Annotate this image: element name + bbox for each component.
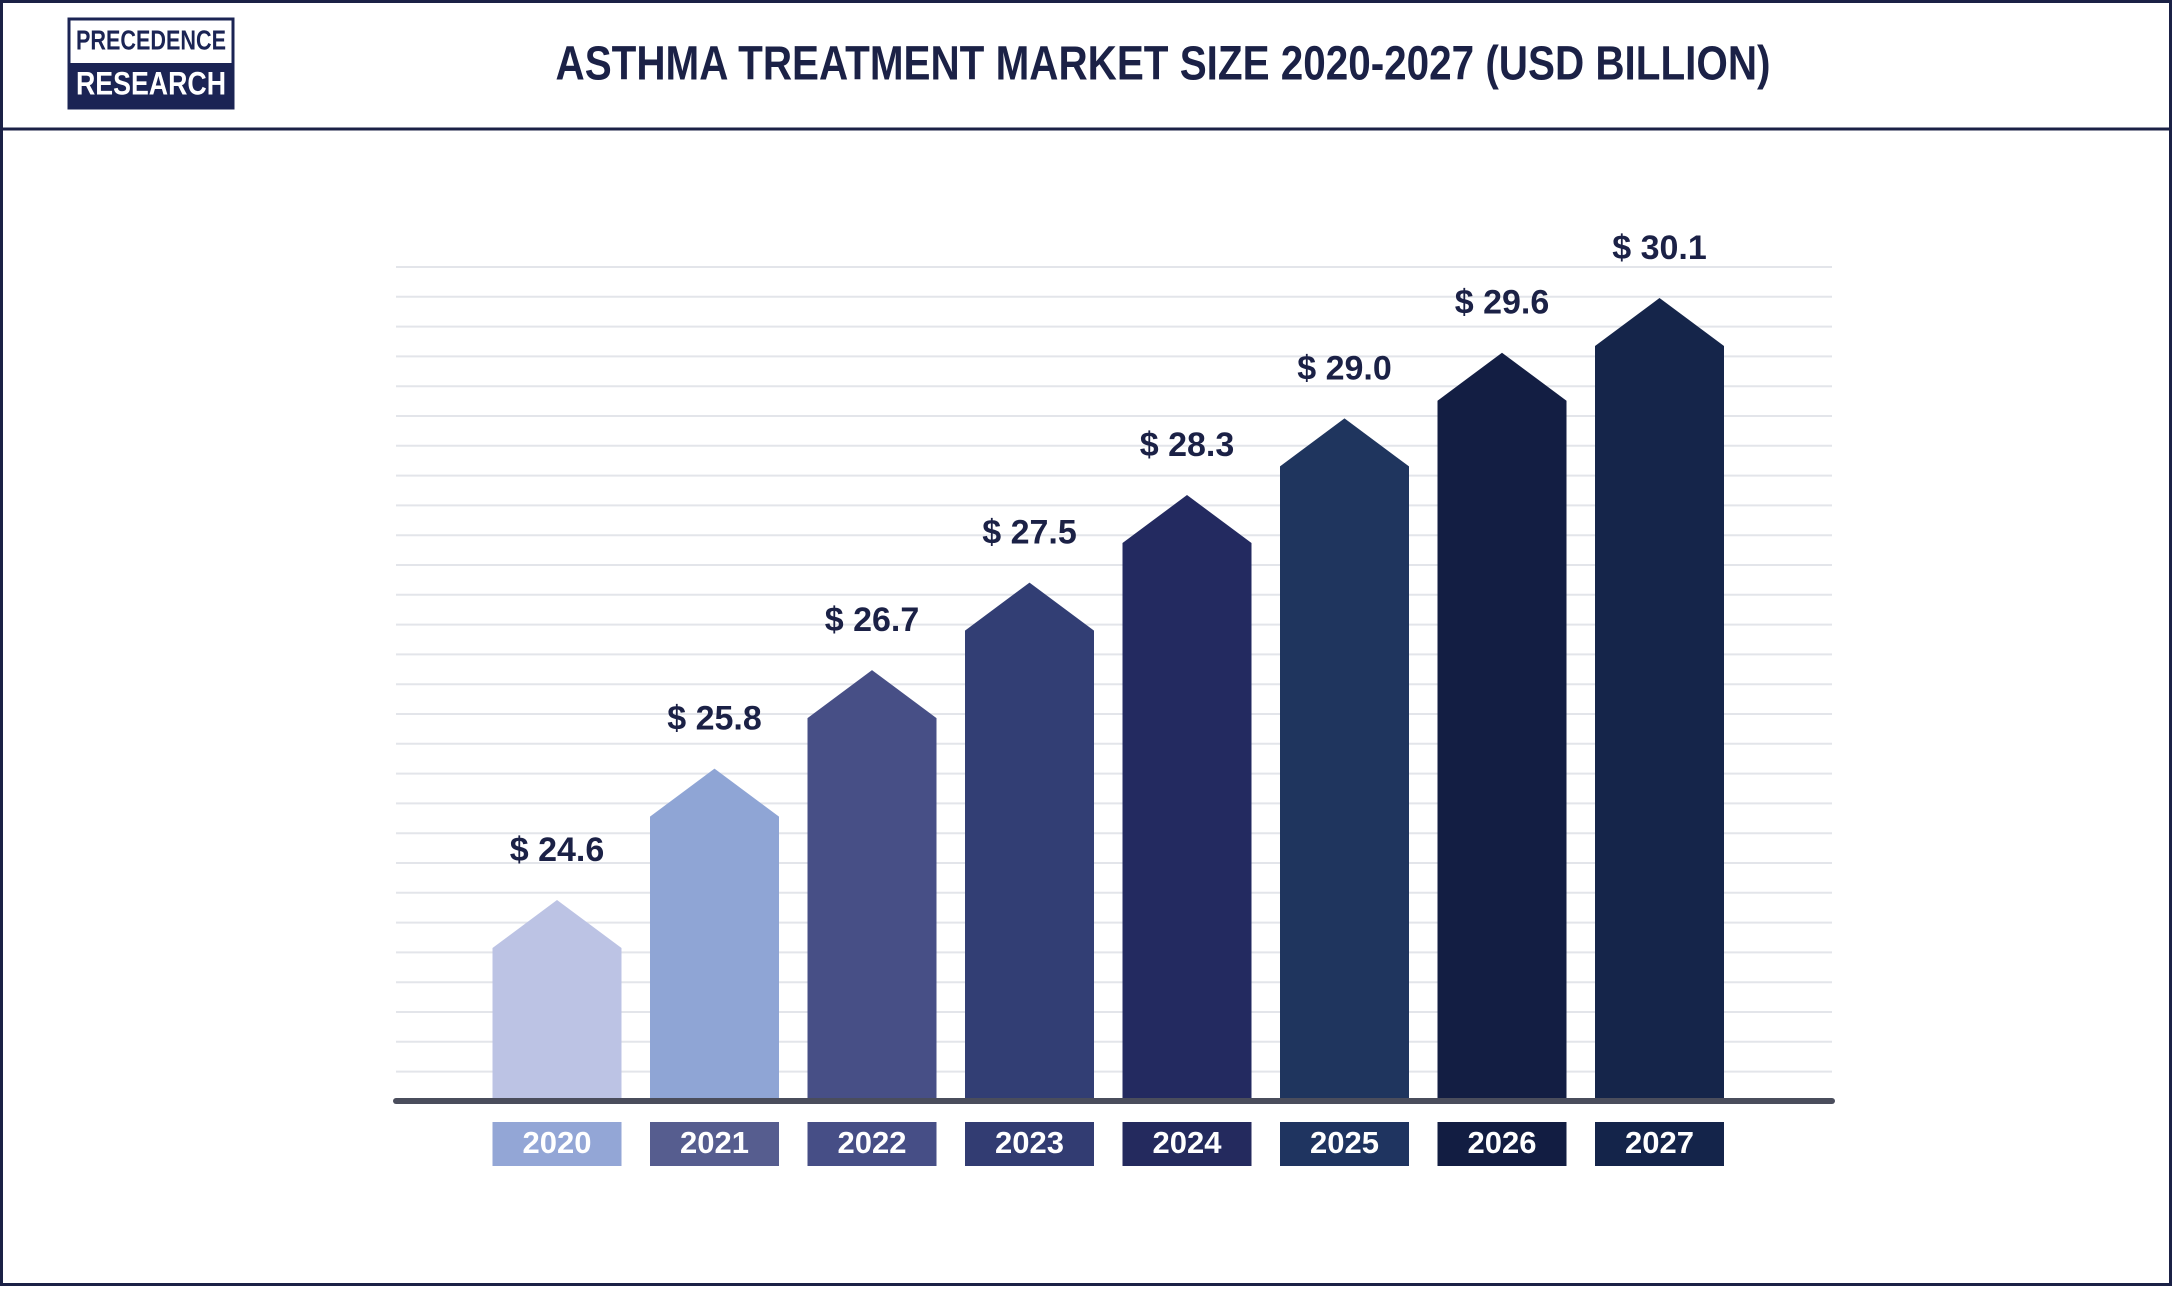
x-tick-label: 2021	[680, 1125, 749, 1160]
bar	[1280, 418, 1409, 1101]
bar	[1122, 495, 1252, 1101]
category-box	[650, 1122, 779, 1166]
logo: PRECEDENCE RESEARCH	[67, 17, 235, 110]
logo-text: PRECEDENCE	[76, 24, 226, 55]
value-label: $ 28.3	[1140, 426, 1235, 464]
bar	[1437, 352, 1567, 1101]
value-label: $ 26.7	[825, 601, 920, 639]
value-label: $ 27.5	[982, 514, 1077, 552]
x-tick-label: 2020	[523, 1125, 592, 1160]
category-box	[1122, 1122, 1252, 1166]
x-tick-label: 2024	[1153, 1125, 1223, 1160]
x-tick-label: 2027	[1625, 1125, 1694, 1160]
x-tick-label: 2025	[1310, 1125, 1379, 1160]
bar	[492, 900, 622, 1101]
category-box	[492, 1122, 622, 1166]
category-box	[1595, 1122, 1724, 1166]
value-label: $ 25.8	[667, 700, 762, 738]
category-box	[807, 1122, 937, 1166]
bar	[807, 670, 937, 1101]
bar	[650, 768, 779, 1101]
category-box	[965, 1122, 1094, 1166]
value-label: $ 29.6	[1455, 284, 1550, 322]
category-box	[1280, 1122, 1409, 1166]
bar	[965, 582, 1094, 1101]
category-box	[1437, 1122, 1567, 1166]
x-tick-label: 2023	[995, 1125, 1064, 1160]
chart-title: ASTHMA TREATMENT MARKET SIZE 2020-2027 (…	[556, 38, 1771, 91]
value-label: $ 29.0	[1297, 349, 1392, 387]
x-tick-label: 2022	[838, 1125, 907, 1160]
value-label: $ 30.1	[1612, 229, 1707, 267]
value-label: $ 24.6	[510, 831, 605, 869]
bar	[1595, 298, 1724, 1101]
logo-band	[69, 63, 233, 108]
x-tick-label: 2026	[1468, 1125, 1537, 1160]
logo-text: RESEARCH	[76, 65, 226, 101]
